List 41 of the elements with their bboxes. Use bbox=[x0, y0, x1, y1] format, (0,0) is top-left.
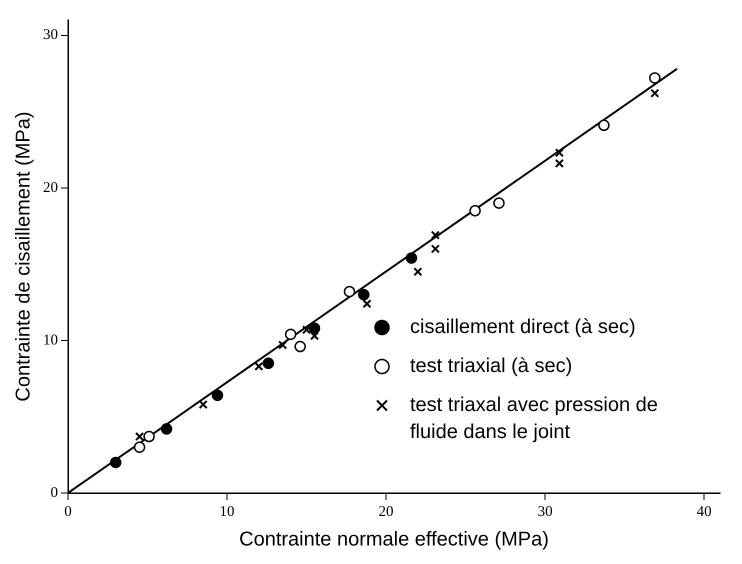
point bbox=[284, 328, 296, 340]
x-tick-label: 10 bbox=[220, 504, 235, 520]
point bbox=[308, 322, 320, 334]
point bbox=[198, 400, 208, 410]
x-tick-label: 40 bbox=[696, 504, 712, 520]
point bbox=[406, 252, 418, 264]
point bbox=[135, 432, 144, 442]
y-tick-label: 20 bbox=[43, 180, 58, 196]
point bbox=[134, 441, 146, 453]
point bbox=[160, 423, 172, 435]
y-tick-label: 10 bbox=[43, 332, 58, 348]
point bbox=[650, 88, 660, 98]
point bbox=[294, 340, 306, 352]
point bbox=[430, 244, 440, 254]
y-tick-label: 30 bbox=[43, 27, 58, 44]
point bbox=[493, 197, 505, 209]
point bbox=[110, 456, 122, 468]
point bbox=[649, 72, 661, 84]
legend-label: cisaillement direct (à sec) bbox=[410, 316, 636, 338]
legend-label: test triaxal avec pression de fluide dans le joint bbox=[410, 394, 658, 444]
y-axis-title: Contrainte de cisaillement (MPa) bbox=[12, 111, 35, 402]
point bbox=[344, 286, 356, 298]
point bbox=[302, 325, 312, 334]
point bbox=[254, 362, 264, 371]
point bbox=[278, 340, 288, 350]
point bbox=[262, 358, 274, 370]
legend-label: test triaxial (à sec) bbox=[410, 355, 572, 378]
y-tick-label: 0 bbox=[50, 484, 58, 501]
point bbox=[598, 120, 610, 132]
point bbox=[310, 331, 320, 340]
point bbox=[143, 430, 155, 442]
point bbox=[362, 299, 372, 308]
x-tick-label: 0 bbox=[64, 504, 72, 520]
point bbox=[358, 288, 370, 300]
x-tick-label: 20 bbox=[378, 504, 394, 520]
point bbox=[430, 230, 440, 240]
point bbox=[413, 267, 422, 276]
x-tick-label: 30 bbox=[538, 504, 553, 520]
point bbox=[469, 204, 481, 216]
x-axis-title: Contrainte normale effective (MPa) bbox=[239, 528, 549, 551]
point bbox=[212, 390, 224, 402]
